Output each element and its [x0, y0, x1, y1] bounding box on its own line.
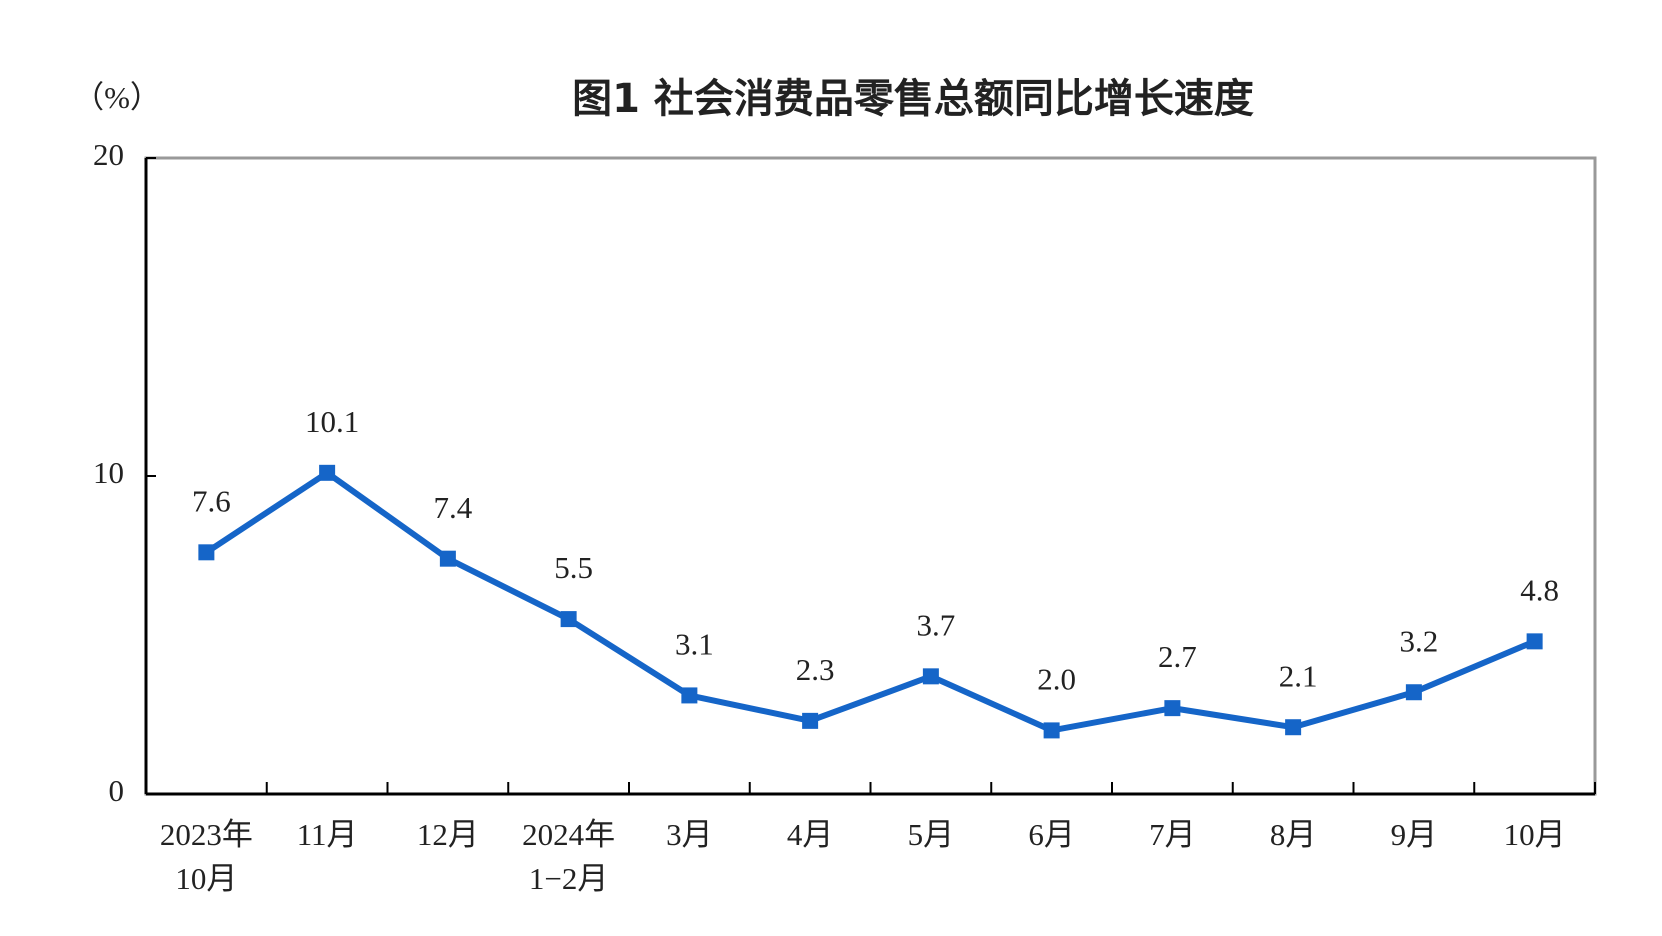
marker	[1285, 719, 1302, 736]
x-tick-label: 3月	[666, 817, 713, 852]
data-label: 7.6	[192, 483, 231, 518]
line	[204, 469, 1536, 734]
y-tick-label: 10	[93, 455, 124, 490]
x-tick-label: 5月	[908, 817, 955, 852]
x-tick-label: 4月	[787, 817, 834, 852]
y-tick-label: 0	[109, 773, 125, 808]
x-tick-label: 12月	[417, 817, 479, 852]
data-label: 10.1	[305, 404, 359, 439]
x-tick-label: 2023年	[160, 817, 253, 852]
marker	[922, 668, 939, 685]
marker	[681, 687, 698, 704]
marker	[439, 550, 456, 567]
x-tick-label: 10月	[1504, 817, 1566, 852]
data-label: 4.8	[1520, 572, 1559, 607]
data-label: 2.3	[796, 652, 835, 687]
x-tick-label: 2024年	[522, 817, 615, 852]
data-label: 2.1	[1279, 658, 1318, 693]
x-tick-label: 10月	[175, 861, 237, 896]
marker	[560, 611, 577, 628]
marker	[1043, 722, 1060, 739]
x-tick-label: 6月	[1028, 817, 1075, 852]
x-tick-label: 1−2月	[529, 861, 608, 896]
data-label: 3.7	[917, 607, 956, 642]
x-tick-label: 11月	[297, 817, 358, 852]
data-label: 3.2	[1400, 623, 1439, 658]
y-tick-label: 20	[93, 137, 124, 172]
x-tick-label: 8月	[1270, 817, 1317, 852]
data-label: 5.5	[554, 550, 593, 585]
x-tick-label: 7月	[1149, 817, 1196, 852]
marker	[1526, 633, 1543, 650]
data-label: 7.4	[434, 490, 473, 525]
data-label: 2.7	[1158, 639, 1197, 674]
chart-title: 图1 社会消费品零售总额同比增长速度	[572, 76, 1254, 122]
y-axis-unit: （%）	[73, 80, 161, 115]
x-tick-label: 9月	[1391, 817, 1438, 852]
marker	[1164, 700, 1181, 717]
marker	[1405, 684, 1422, 701]
marker	[319, 464, 336, 481]
data-label: 2.0	[1037, 662, 1076, 697]
data-label: 3.1	[675, 627, 714, 662]
marker	[198, 544, 215, 561]
marker	[802, 712, 819, 729]
